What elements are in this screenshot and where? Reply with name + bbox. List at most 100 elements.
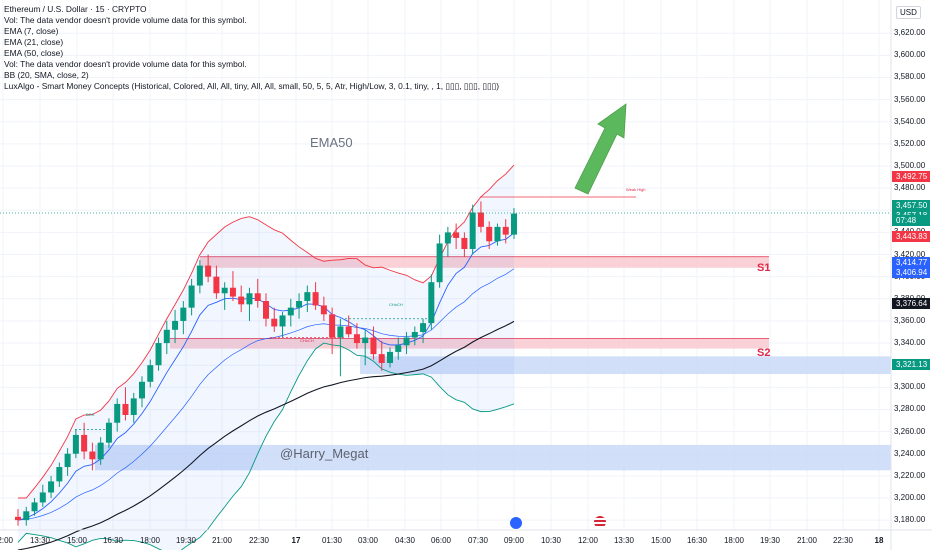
candle-body — [229, 287, 236, 297]
time-tick-label: 22:30 — [248, 536, 270, 545]
candle-body — [395, 345, 402, 352]
candle-body — [31, 502, 38, 512]
time-tick-label: 16:30 — [686, 536, 708, 545]
candle-body — [287, 307, 294, 316]
candle-body — [436, 243, 443, 283]
price-tick-label: 3,500.00 — [894, 161, 926, 170]
candle-body — [370, 337, 377, 355]
ema50-annotation: EMA50 — [310, 135, 353, 150]
candle-body — [362, 337, 369, 344]
candle-body — [23, 511, 30, 521]
candle-body — [155, 343, 162, 366]
time-tick-label: 21:00 — [211, 536, 233, 545]
watermark: @Harry_Megat — [280, 446, 369, 461]
candle-body — [378, 354, 385, 363]
candle-body — [329, 314, 336, 338]
candle-body — [56, 467, 63, 482]
legend-line: Vol: The data vendor doesn't provide vol… — [4, 59, 247, 69]
candle-body — [494, 226, 501, 242]
candle-body — [205, 265, 212, 277]
legend-line: BB (20, SMA, close, 2) — [4, 70, 89, 80]
zone — [200, 256, 769, 268]
price-tick-label: 3,240.00 — [894, 448, 926, 458]
candle-body — [469, 212, 476, 249]
candle-body — [72, 434, 79, 454]
time-tick-label: 09:00 — [503, 536, 525, 545]
candle-body — [246, 293, 253, 305]
bb-lower-line — [17, 342, 515, 550]
price-tick-label: 3,580.00 — [894, 72, 926, 82]
time-tick-label: 01:30 — [321, 536, 343, 545]
legend-line: Vol: The data vendor doesn't provide vol… — [4, 15, 247, 25]
candle-body — [180, 307, 187, 321]
ema50-line — [17, 320, 515, 550]
time-tick-label: 21:00 — [796, 536, 818, 545]
bos-label: BOS — [86, 412, 95, 417]
candle-body — [320, 305, 327, 315]
candle-body — [279, 315, 286, 327]
candle-body — [105, 422, 112, 443]
price-tick-label: 3,360.00 — [894, 315, 926, 325]
legend-line: EMA (50, close) — [4, 48, 64, 58]
candle-body — [312, 292, 319, 306]
time-tick-label: 04:30 — [394, 536, 416, 545]
time-tick-label: 15:00 — [66, 536, 88, 545]
candle-body — [39, 492, 46, 503]
candle-body — [411, 332, 418, 338]
time-tick-label: 07:30 — [467, 536, 489, 545]
candle-body — [502, 226, 509, 235]
time-tick-label: 18 — [874, 536, 884, 545]
candle-body — [511, 213, 517, 235]
price-tick-label: 3,560.00 — [894, 94, 926, 104]
price-badge: 3,406.94 — [892, 267, 930, 278]
price-tick-label: 3,340.00 — [894, 338, 926, 348]
time-tick-label: 18:00 — [139, 536, 161, 545]
price-badge: 3,321.13 — [892, 359, 930, 370]
time-tick-label: 15:00 — [650, 536, 672, 545]
price-tick-label: 3,200.00 — [894, 493, 926, 502]
price-tick-label: 3,260.00 — [894, 426, 926, 436]
price-badge: 3,443.83 — [892, 231, 930, 242]
event-icon[interactable] — [509, 516, 523, 530]
candle-body — [172, 320, 179, 330]
candle-body — [122, 403, 129, 415]
bb-fill — [18, 165, 514, 550]
up-arrow — [574, 103, 627, 195]
candle-body — [163, 329, 170, 344]
time-tick-label: 22:30 — [832, 536, 854, 545]
candle-body — [345, 326, 352, 335]
price-badge: 3,414.77 — [892, 257, 930, 268]
price-tick-label: 3,280.00 — [894, 404, 926, 414]
price-tick-label: 3,300.00 — [894, 382, 926, 392]
candle-body — [461, 237, 468, 249]
candle-body — [114, 403, 121, 423]
price-tick-label: 3,520.00 — [894, 138, 926, 148]
candle-body — [213, 276, 220, 294]
time-tick-label: 13:30 — [29, 536, 51, 545]
price-badge: 3,492.75 — [892, 171, 930, 182]
candle-body — [353, 334, 360, 344]
candle-body — [420, 323, 427, 332]
currency-selector[interactable]: USD — [892, 0, 932, 20]
legend-line: EMA (21, close) — [4, 37, 64, 47]
candle-body — [15, 516, 21, 521]
candle-body — [196, 265, 203, 286]
price-tick-label: 3,620.00 — [894, 28, 926, 38]
candle-body — [403, 337, 410, 346]
price-tick-label: 3,180.00 — [894, 515, 926, 525]
weak-high-label: Weak High — [626, 187, 646, 192]
price-tick-label: 3,600.00 — [894, 50, 926, 60]
price-tick-label: 3,480.00 — [894, 183, 926, 193]
candle-body — [89, 451, 96, 460]
choch-label: CHoCH — [300, 338, 314, 343]
choch-label: CHoCH — [389, 302, 403, 307]
time-tick-label: 19:30 — [759, 536, 781, 545]
candle-body — [81, 434, 88, 452]
price-tick-label: 3,420.00 — [894, 249, 926, 259]
candle-body — [238, 296, 245, 305]
bar-countdown: 07:48 — [892, 215, 930, 226]
candle-body — [428, 282, 435, 324]
zone — [360, 356, 891, 375]
us-flag-icon[interactable] — [594, 516, 606, 528]
